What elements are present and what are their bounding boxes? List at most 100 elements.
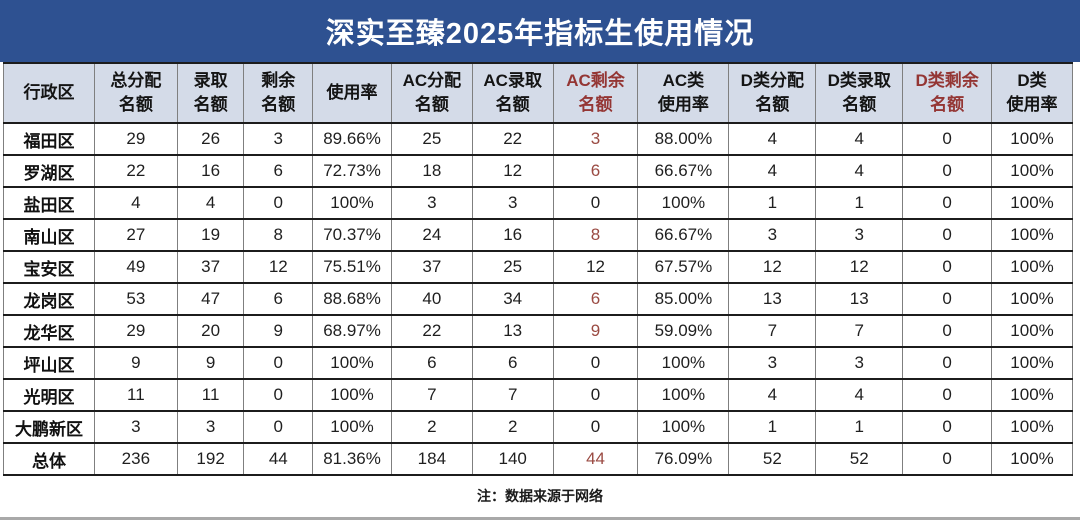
- table-row: 坪山区 9 9 0 100% 6 6 0 100% 3 3 0 100%: [3, 346, 1073, 380]
- value-cell: 37: [176, 250, 245, 284]
- value-cell: 0: [902, 154, 993, 188]
- value-cell: 67.57%: [637, 250, 730, 284]
- value-cell: 16: [176, 154, 245, 188]
- value-cell: 100%: [312, 346, 392, 380]
- value-cell: 66.67%: [637, 154, 730, 188]
- value-cell: 0: [902, 250, 993, 284]
- value-cell: 2: [390, 410, 473, 444]
- table-row: 盐田区 4 4 0 100% 3 3 0 100% 1 1 0 100%: [3, 186, 1073, 220]
- value-cell: 3: [93, 410, 178, 444]
- table-row: 罗湖区 22 16 6 72.73% 18 12 6 66.67% 4 4 0 100%: [3, 154, 1073, 188]
- value-cell: 1: [815, 410, 904, 444]
- value-cell: 75.51%: [312, 250, 392, 284]
- value-cell: 12: [815, 250, 904, 284]
- table-row: 福田区 29 26 3 89.66% 25 22 3 88.00% 4 4 0 100%: [3, 122, 1073, 156]
- value-cell: 100%: [991, 122, 1073, 156]
- value-cell: 9: [93, 346, 178, 380]
- value-cell: 3: [390, 186, 473, 220]
- value-cell: 40: [390, 282, 473, 316]
- table-row: 光明区 11 11 0 100% 7 7 0 100% 4 4 0 100%: [3, 378, 1073, 412]
- value-cell: 8: [552, 218, 639, 252]
- value-cell: 100%: [312, 186, 392, 220]
- district-cell: 福田区: [3, 122, 95, 156]
- value-cell: 100%: [991, 186, 1073, 220]
- value-cell: 66.67%: [637, 218, 730, 252]
- value-cell: 11: [176, 378, 245, 412]
- value-cell: 52: [815, 442, 904, 476]
- column-header: D类分配 名额: [728, 62, 817, 124]
- value-cell: 100%: [991, 282, 1073, 316]
- value-cell: 4: [728, 122, 817, 156]
- value-cell: 3: [728, 346, 817, 380]
- value-cell: 20: [176, 314, 245, 348]
- table-row: 龙岗区 53 47 6 88.68% 40 34 6 85.00% 13 13 0 100%: [3, 282, 1073, 316]
- value-cell: 100%: [991, 154, 1073, 188]
- value-cell: 34: [471, 282, 554, 316]
- value-cell: 25: [390, 122, 473, 156]
- value-cell: 47: [176, 282, 245, 316]
- value-cell: 24: [390, 218, 473, 252]
- value-cell: 7: [471, 378, 554, 412]
- table-row: 总体 236 192 44 81.36% 184 140 44 76.09% 52 52 0 100%: [3, 442, 1073, 476]
- value-cell: 0: [552, 378, 639, 412]
- value-cell: 0: [243, 346, 314, 380]
- value-cell: 0: [902, 378, 993, 412]
- value-cell: 0: [902, 218, 993, 252]
- value-cell: 0: [902, 314, 993, 348]
- value-cell: 27: [93, 218, 178, 252]
- value-cell: 59.09%: [637, 314, 730, 348]
- value-cell: 44: [243, 442, 314, 476]
- value-cell: 6: [243, 282, 314, 316]
- value-cell: 6: [552, 282, 639, 316]
- value-cell: 1: [728, 410, 817, 444]
- value-cell: 6: [243, 154, 314, 188]
- value-cell: 29: [93, 314, 178, 348]
- value-cell: 19: [176, 218, 245, 252]
- value-cell: 100%: [991, 410, 1073, 444]
- table-row: 南山区 27 19 8 70.37% 24 16 8 66.67% 3 3 0 100%: [3, 218, 1073, 252]
- header-row: 行政区 总分配 名额 录取 名额 剩余 名额 使用率 AC分配 名额 AC录取 名额 AC剩余 名额 AC类…: [3, 62, 1073, 124]
- value-cell: 9: [176, 346, 245, 380]
- column-header: AC类 使用率: [637, 62, 730, 124]
- value-cell: 6: [390, 346, 473, 380]
- value-cell: 0: [243, 410, 314, 444]
- column-header: 剩余 名额: [243, 62, 314, 124]
- value-cell: 88.68%: [312, 282, 392, 316]
- value-cell: 4: [728, 378, 817, 412]
- district-cell: 罗湖区: [3, 154, 95, 188]
- value-cell: 18: [390, 154, 473, 188]
- value-cell: 22: [93, 154, 178, 188]
- district-cell: 大鹏新区: [3, 410, 95, 444]
- footnote-area: 注：数据来源于网络: [0, 476, 1080, 506]
- value-cell: 0: [243, 186, 314, 220]
- column-header: 录取 名额: [176, 62, 245, 124]
- value-cell: 89.66%: [312, 122, 392, 156]
- value-cell: 100%: [991, 314, 1073, 348]
- value-cell: 22: [471, 122, 554, 156]
- district-cell: 总体: [3, 442, 95, 476]
- value-cell: 192: [176, 442, 245, 476]
- value-cell: 22: [390, 314, 473, 348]
- value-cell: 13: [728, 282, 817, 316]
- column-header: AC分配 名额: [390, 62, 473, 124]
- value-cell: 68.97%: [312, 314, 392, 348]
- value-cell: 85.00%: [637, 282, 730, 316]
- district-cell: 南山区: [3, 218, 95, 252]
- value-cell: 3: [471, 186, 554, 220]
- value-cell: 37: [390, 250, 473, 284]
- value-cell: 4: [815, 154, 904, 188]
- value-cell: 4: [93, 186, 178, 220]
- value-cell: 6: [471, 346, 554, 380]
- value-cell: 12: [552, 250, 639, 284]
- value-cell: 7: [815, 314, 904, 348]
- column-header: AC剩余 名额: [552, 62, 639, 124]
- value-cell: 9: [552, 314, 639, 348]
- source-note: 注：数据来源于网络: [477, 488, 603, 504]
- table-row: 宝安区 49 37 12 75.51% 37 25 12 67.57% 12 12 0 100%: [3, 250, 1073, 284]
- value-cell: 100%: [991, 442, 1073, 476]
- column-header: D类录取 名额: [815, 62, 904, 124]
- column-header: D类剩余 名额: [902, 62, 993, 124]
- value-cell: 72.73%: [312, 154, 392, 188]
- district-cell: 盐田区: [3, 186, 95, 220]
